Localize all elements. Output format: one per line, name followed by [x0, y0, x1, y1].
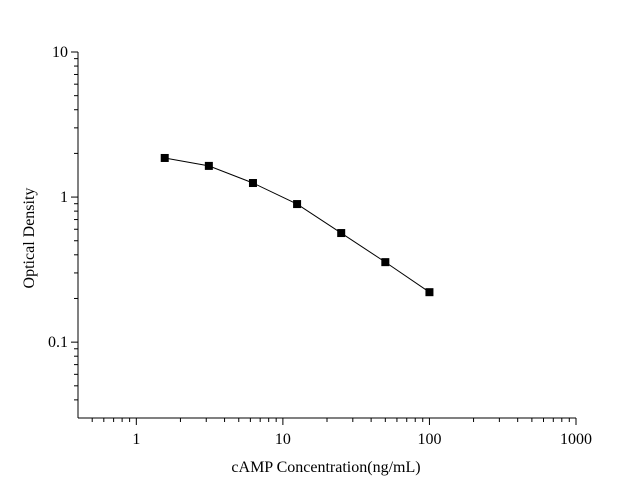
- x-tick-label: 100: [417, 431, 441, 448]
- x-tick-label: 1000: [560, 431, 592, 448]
- y-tick-label: 10: [52, 44, 68, 61]
- data-point: [160, 153, 169, 162]
- data-point: [425, 288, 434, 297]
- data-point: [293, 200, 302, 209]
- y-axis-label: Optical Density: [21, 188, 38, 289]
- x-tick-label: 1: [132, 431, 140, 448]
- y-tick-label: 1: [60, 189, 68, 206]
- data-point: [248, 179, 257, 188]
- data-point: [381, 258, 390, 267]
- data-line: [164, 157, 430, 293]
- x-axis-label: cAMP Concentration(ng/mL): [231, 459, 420, 476]
- data-point: [337, 229, 346, 238]
- data-point: [204, 161, 213, 170]
- x-tick-label: 10: [275, 431, 291, 448]
- y-tick-label: 0.1: [48, 334, 68, 351]
